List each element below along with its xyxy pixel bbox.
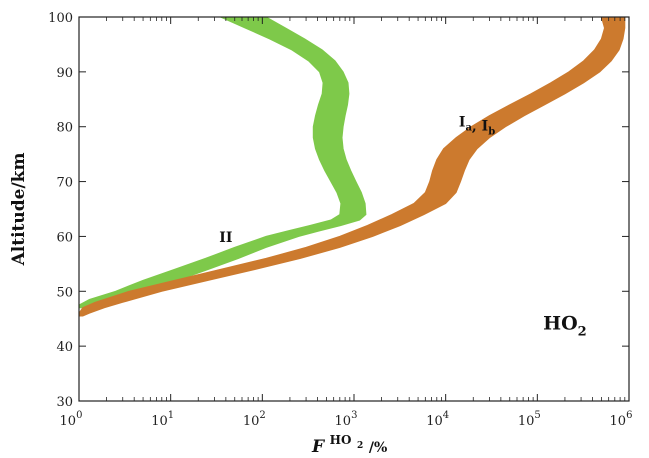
series-band-II [79, 17, 366, 308]
annotations: HO2IIIa, Ib [219, 115, 586, 340]
y-tick-label: 80 [56, 121, 73, 136]
series-bands [79, 17, 625, 316]
x-tick-label: 102 [243, 410, 266, 429]
y-tick-label: 70 [56, 176, 73, 191]
x-tick-base: 10 [610, 414, 627, 429]
y-tick-label: 50 [56, 285, 73, 300]
y-tick-label: 30 [56, 395, 73, 410]
x-tick-exponent: 5 [534, 410, 540, 421]
x-tick-label: 104 [426, 410, 449, 429]
x-tick-base: 10 [335, 414, 352, 429]
x-tick-label: 100 [60, 410, 83, 429]
x-tick-base: 10 [518, 414, 535, 429]
x-tick-base: 10 [243, 414, 260, 429]
x-axis-label-sup: HO [330, 433, 352, 447]
x-tick-label: 101 [151, 410, 174, 429]
annotation-species-sub: 2 [578, 325, 587, 340]
x-axis-label: F HO 2 /% [311, 429, 387, 457]
annotation-part: , I [472, 119, 488, 135]
y-tick-label: 100 [48, 11, 73, 26]
x-tick-base: 10 [60, 414, 77, 429]
y-tick-label: 60 [56, 230, 73, 245]
x-axis-label-sup-sub: 2 [357, 441, 363, 451]
x-tick-exponent: 2 [259, 410, 265, 421]
annotation-label-II: II [219, 230, 232, 246]
x-tick-label: 105 [518, 410, 541, 429]
y-axis-label: Altitude/km [9, 153, 29, 267]
x-axis-label-main: F [311, 437, 326, 457]
y-tick-label: 90 [56, 66, 73, 81]
x-tick-exponent: 6 [626, 410, 632, 421]
annotation-species-main: HO [543, 313, 578, 335]
x-tick-base: 10 [426, 414, 443, 429]
x-tick-exponent: 4 [443, 410, 449, 421]
y-tick-label: 40 [56, 340, 73, 355]
x-tick-base: 10 [151, 414, 168, 429]
x-tick-label: 106 [610, 410, 633, 429]
annotation-species: HO2 [543, 313, 587, 340]
x-tick-label: 103 [335, 410, 358, 429]
x-tick-exponent: 3 [351, 410, 357, 421]
annotation-subscript: b [488, 127, 495, 138]
x-tick-exponent: 0 [76, 410, 82, 421]
x-tick-exponent: 1 [168, 410, 174, 421]
x-axis-label-suffix: /% [369, 440, 387, 456]
series-band-Ia-Ib [79, 17, 625, 316]
